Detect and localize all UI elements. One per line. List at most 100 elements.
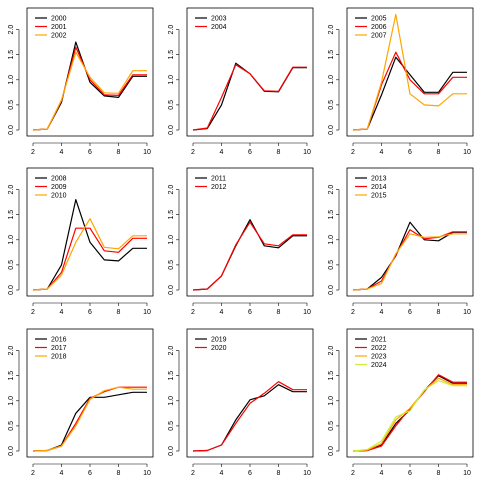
x-tick-label: 2 [351, 309, 355, 316]
series-line-2012 [192, 221, 307, 291]
legend-label: 2004 [211, 24, 227, 31]
x-tick-label: 8 [117, 309, 121, 316]
series-line-2001 [32, 46, 147, 131]
x-tick-label: 6 [408, 149, 412, 156]
x-tick-label: 6 [88, 149, 92, 156]
plot-frame [186, 7, 314, 137]
y-tick-label: 1.5 [168, 50, 175, 60]
x-tick-label: 6 [88, 309, 92, 316]
x-tick-label: 6 [408, 309, 412, 316]
x-tick-label: 10 [143, 149, 151, 156]
series-line-2018 [32, 386, 147, 452]
plot-frame [346, 7, 474, 137]
legend-label: 2012 [211, 184, 227, 191]
series-line-2008 [32, 199, 147, 291]
y-tick-label: 0.0 [8, 285, 15, 295]
legend-label: 2018 [51, 354, 67, 361]
x-tick-label: 6 [248, 149, 252, 156]
x-tick-label: 4 [60, 470, 64, 477]
legend-label: 2011 [211, 176, 226, 183]
y-tick-label: 1.0 [8, 235, 15, 245]
x-tick-label: 10 [303, 309, 311, 316]
y-tick-label: 0.0 [328, 446, 335, 456]
series-line-2007 [352, 13, 467, 131]
y-tick-label: 1.5 [8, 50, 15, 60]
plot-frame [26, 7, 154, 137]
y-tick-label: 1.5 [8, 210, 15, 220]
y-tick-label: 0.0 [168, 125, 175, 135]
series-line-2011 [192, 219, 307, 291]
x-tick-label: 4 [220, 470, 224, 477]
plot-frame [346, 167, 474, 297]
y-tick-label: 0.5 [8, 100, 15, 110]
series-line-2005 [352, 56, 467, 131]
x-tick-label: 4 [60, 309, 64, 316]
x-tick-label: 10 [463, 149, 471, 156]
x-tick-label: 10 [143, 470, 151, 477]
legend-label: 2014 [371, 184, 387, 191]
x-tick-label: 10 [303, 149, 311, 156]
legend-label: 2009 [51, 184, 67, 191]
y-tick-label: 0.0 [328, 125, 335, 135]
series-line-2015 [352, 233, 467, 291]
legend-label: 2021 [371, 337, 387, 344]
x-tick-label: 8 [277, 149, 281, 156]
x-tick-label: 8 [437, 149, 441, 156]
y-tick-label: 0.0 [328, 285, 335, 295]
y-tick-label: 1.0 [168, 235, 175, 245]
y-tick-label: 0.0 [8, 125, 15, 135]
y-tick-label: 2.0 [328, 346, 335, 356]
plot-frame [186, 328, 314, 458]
y-tick-label: 1.5 [168, 210, 175, 220]
legend-label: 2005 [371, 16, 387, 23]
y-tick-label: 1.0 [328, 235, 335, 245]
legend-label: 2024 [371, 362, 387, 369]
x-tick-label: 8 [437, 470, 441, 477]
legend-label: 2019 [211, 337, 227, 344]
y-tick-label: 2.0 [168, 185, 175, 195]
x-tick-label: 4 [380, 149, 384, 156]
legend-label: 2003 [211, 16, 227, 23]
legend-label: 2001 [51, 24, 67, 31]
plot-frame [346, 328, 474, 458]
x-tick-label: 2 [351, 470, 355, 477]
x-tick-label: 2 [191, 470, 195, 477]
legend-label: 2015 [371, 193, 387, 200]
legend-label: 2013 [371, 176, 387, 183]
y-tick-label: 2.0 [168, 346, 175, 356]
y-tick-label: 1.5 [328, 50, 335, 60]
x-tick-label: 8 [117, 470, 121, 477]
x-tick-label: 2 [191, 149, 195, 156]
series-line-2021 [352, 375, 467, 452]
series-line-2009 [32, 227, 147, 291]
legend-label: 2006 [371, 24, 387, 31]
x-tick-label: 6 [248, 309, 252, 316]
x-tick-label: 8 [437, 309, 441, 316]
y-tick-label: 2.0 [8, 185, 15, 195]
legend-label: 2010 [51, 193, 67, 200]
y-tick-label: 1.5 [328, 371, 335, 381]
x-tick-label: 10 [143, 309, 151, 316]
x-tick-label: 2 [31, 149, 35, 156]
legend-label: 2023 [371, 354, 387, 361]
series-line-2000 [32, 41, 147, 131]
x-tick-label: 8 [117, 149, 121, 156]
y-tick-label: 0.5 [328, 421, 335, 431]
x-tick-label: 2 [191, 309, 195, 316]
series-line-2023 [352, 377, 467, 452]
legend-label: 2000 [51, 16, 67, 23]
y-tick-label: 0.5 [168, 421, 175, 431]
legend-label: 2008 [51, 176, 67, 183]
legend-label: 2016 [51, 337, 67, 344]
y-tick-label: 0.5 [168, 100, 175, 110]
y-tick-label: 2.0 [328, 185, 335, 195]
series-line-2020 [192, 381, 307, 452]
x-tick-label: 10 [463, 470, 471, 477]
